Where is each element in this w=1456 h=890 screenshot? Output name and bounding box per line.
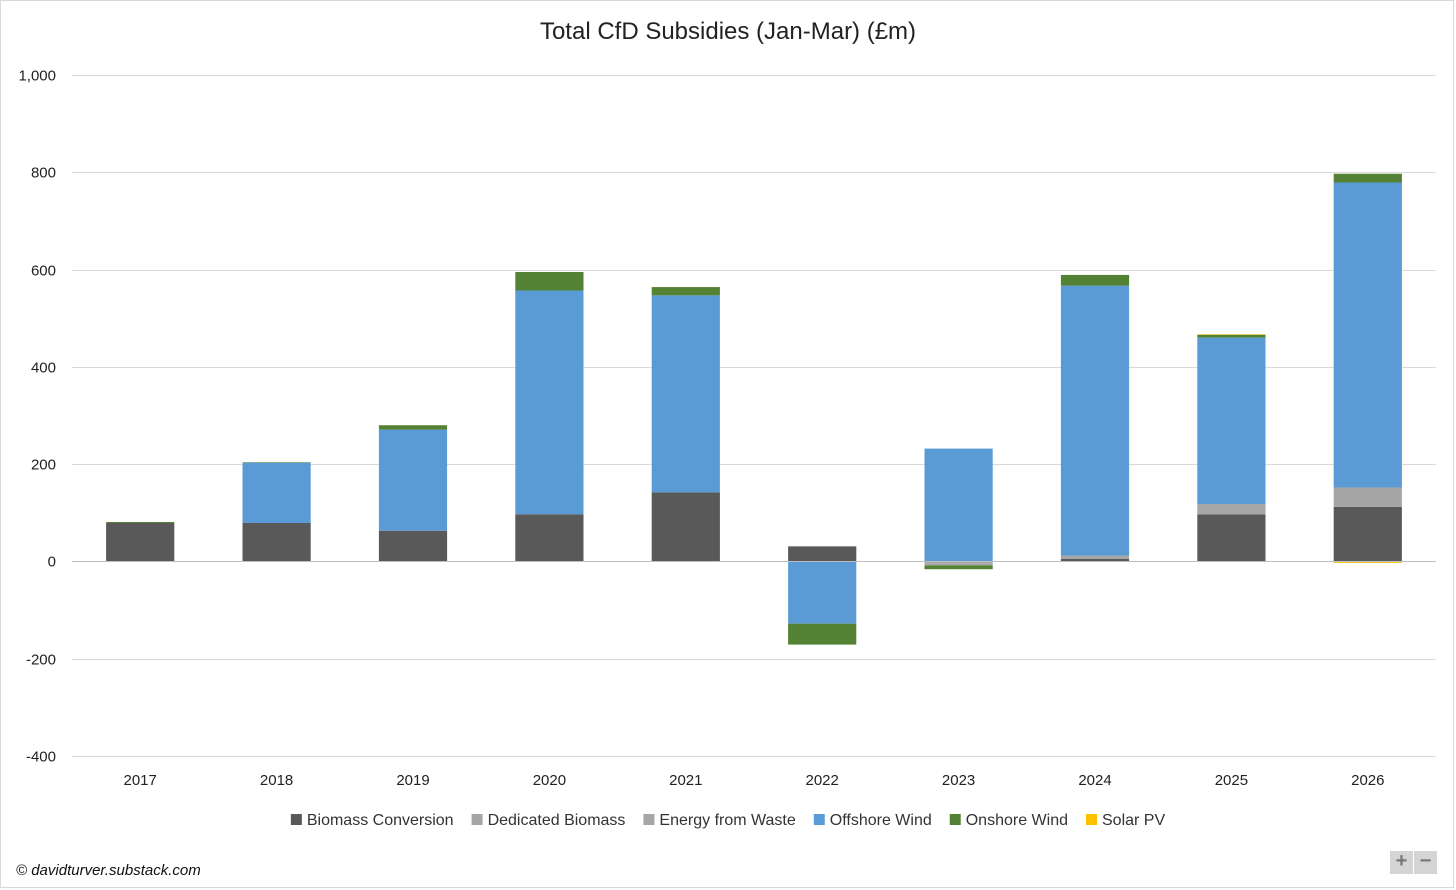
y-tick-label: 1,000 [18,68,56,85]
x-tick-label: 2017 [124,772,157,789]
x-tick-label: 2023 [942,772,975,789]
legend-label: Solar PV [1102,812,1165,829]
bar-biomass-conversion-2019 [378,530,448,562]
bar-onshore-wind-2020 [515,272,584,291]
bars [72,173,1436,645]
x-tick-label: 2019 [396,772,429,789]
bar-biomass-conversion-2020 [515,514,584,562]
bar-offshore-wind-2025 [1197,337,1266,505]
y-tick-label: -400 [26,749,56,766]
bar-dedicated-biomass-2023 [924,561,993,564]
bar-biomass-conversion-2024 [1060,558,1130,562]
legend-swatch-offshore-wind [813,814,825,825]
legend-swatch-solar-pv [1086,814,1098,825]
bar-onshore-wind-2024 [1060,274,1130,286]
y-axis-ticks: -400 -200 0 200 400 600 800 1,000 [18,68,56,766]
bar-offshore-wind-2020 [515,290,584,515]
y-tick-label: 0 [48,554,56,571]
bar-biomass-conversion-2017 [106,523,175,562]
bar-onshore-wind-2022 [788,623,857,645]
y-tick-label: 200 [31,457,56,474]
bar-onshore-wind-2021 [651,287,720,296]
legend-swatch-onshore-wind [949,814,961,825]
legend: Biomass Conversion Dedicated Biomass Energ… [290,812,1165,829]
zoom-out-button[interactable]: − [1414,851,1437,874]
bar-biomass-conversion-2026 [1333,506,1402,562]
bar-offshore-wind-2026 [1333,182,1402,488]
gridlines [72,75,1436,757]
bar-offshore-wind-2021 [651,295,720,493]
x-tick-label: 2025 [1215,772,1248,789]
x-tick-label: 2021 [669,772,702,789]
bar-biomass-conversion-2021 [651,492,720,562]
copyright-credit: © davidturver.substack.com [16,862,201,879]
y-tick-label: 600 [31,263,56,280]
legend-label: Energy from Waste [659,812,795,829]
bar-biomass-conversion-2025 [1197,514,1266,562]
bar-dedicated-biomass-2026 [1333,487,1402,507]
legend-swatch-biomass-conversion [290,814,302,825]
bar-dedicated-biomass-2025 [1197,504,1266,515]
bar-onshore-wind-2017 [106,522,175,524]
x-tick-label: 2018 [260,772,293,789]
bar-offshore-wind-2024 [1060,285,1130,556]
y-tick-label: -200 [26,652,56,669]
bar-offshore-wind-2023 [924,448,993,562]
x-tick-label: 2026 [1351,772,1384,789]
legend-label: Onshore Wind [966,812,1068,829]
bar-offshore-wind-2018 [242,462,311,524]
bar-energy-from-waste-2024 [1060,555,1130,559]
x-tick-label: 2020 [533,772,566,789]
bar-onshore-wind-2026 [1333,173,1402,183]
legend-label: Offshore Wind [830,812,932,829]
bar-onshore-wind-2025 [1197,334,1266,338]
legend-swatch-energy-from-waste [643,814,655,825]
bar-solar-pv-2026 [1333,561,1402,563]
x-axis-ticks: 2017 2018 2019 2020 2021 2022 2023 2024 2025 2026 [124,772,1385,789]
zoom-controls: + − [1390,851,1438,874]
bar-energy-from-waste-2023 [924,563,993,566]
zoom-in-button[interactable]: + [1390,851,1413,874]
y-tick-label: 400 [31,360,56,377]
chart-title: Total CfD Subsidies (Jan-Mar) (£m) [539,18,917,45]
bar-biomass-conversion-2018 [242,523,311,562]
legend-swatch-dedicated-biomass [471,814,483,825]
bar-biomass-conversion-2022 [788,546,857,562]
bar-onshore-wind-2019 [378,425,448,430]
legend-label: Biomass Conversion [307,812,454,829]
x-tick-label: 2022 [806,772,839,789]
bar-offshore-wind-2019 [378,429,448,531]
bar-onshore-wind-2023 [924,565,993,570]
legend-label: Dedicated Biomass [488,812,626,829]
bar-offshore-wind-2022 [788,561,857,624]
x-tick-label: 2024 [1078,772,1111,789]
y-tick-label: 800 [31,165,56,182]
